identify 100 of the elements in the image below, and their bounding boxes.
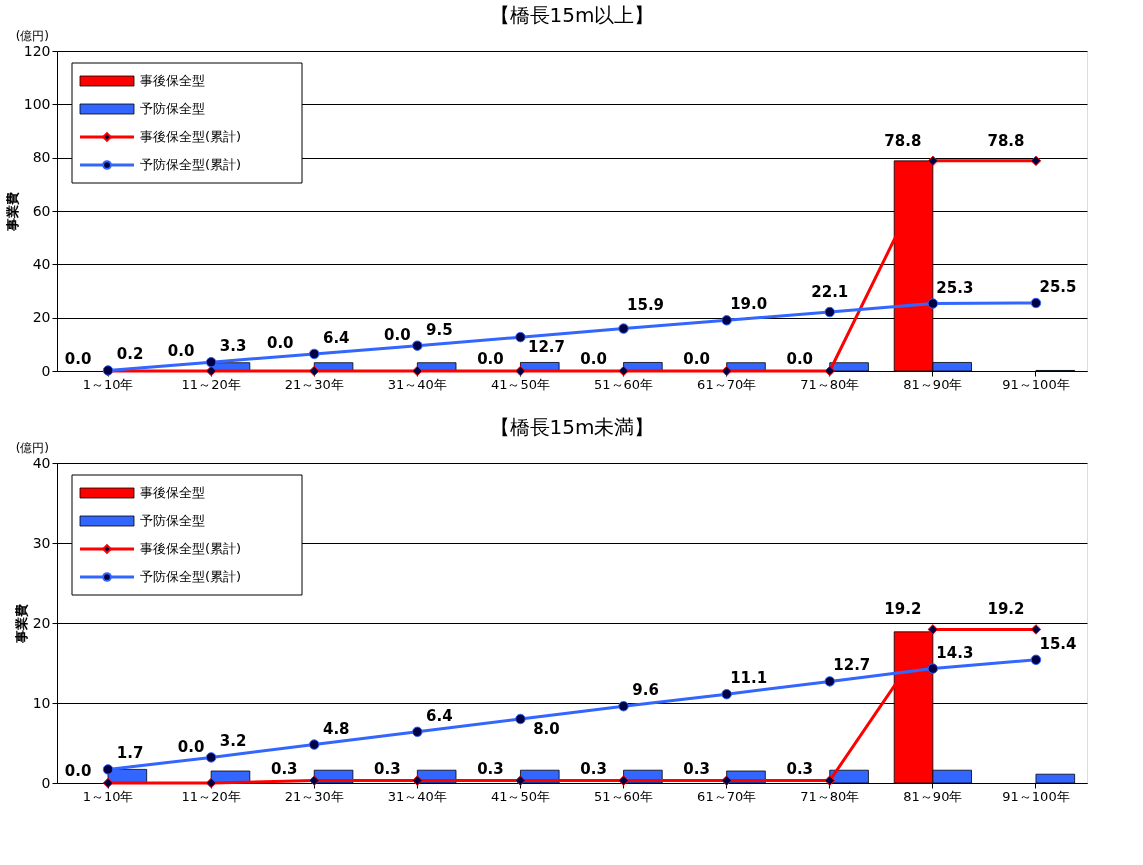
- point: [721, 365, 732, 377]
- data-label: 15.9: [627, 295, 665, 314]
- y-tick-label: 60: [32, 202, 51, 219]
- point: [927, 155, 939, 167]
- text: (億円): [15, 441, 49, 455]
- x-tick-label: 81～90年: [903, 788, 963, 804]
- point: [618, 700, 629, 712]
- point: [824, 676, 835, 687]
- data-label: 0.0: [580, 350, 607, 368]
- point: [824, 775, 835, 786]
- data-label: 12.7: [833, 656, 871, 675]
- point: [102, 777, 114, 789]
- x-tick-label: 11～20年: [181, 376, 241, 392]
- legend-label: 予防保全型: [140, 513, 205, 528]
- y-tick-label: 20: [32, 614, 51, 631]
- point: [721, 315, 732, 326]
- point: [309, 348, 320, 360]
- data-label: 14.3: [936, 643, 974, 662]
- point: [412, 365, 423, 377]
- point: [927, 298, 939, 309]
- point: [927, 663, 939, 674]
- data-label: 78.8: [884, 131, 922, 150]
- data-label: 0.0: [786, 350, 814, 368]
- point: [205, 356, 217, 368]
- x-tick-label: 31～40年: [387, 376, 447, 392]
- data-label: 0.3: [683, 759, 710, 778]
- x-tick-label: 11～20年: [181, 788, 241, 804]
- x-tick-label: 31～40年: [387, 788, 447, 804]
- point: [721, 775, 732, 786]
- data-label: 3.3: [219, 337, 247, 356]
- y-axis-title: 事業費: [4, 192, 20, 232]
- data-label: 0.3: [270, 759, 298, 778]
- data-label: 0.3: [786, 759, 814, 778]
- point: [515, 331, 526, 343]
- point: [412, 340, 423, 351]
- x-tick-label: 41～50年: [490, 376, 550, 392]
- point: [205, 777, 217, 789]
- y-tick-label: 40: [32, 454, 51, 471]
- point: [618, 365, 629, 377]
- data-label: 11.1: [730, 669, 768, 688]
- point: [515, 365, 526, 377]
- point: [205, 365, 217, 377]
- data-label: 8.0: [533, 720, 560, 738]
- data-label: 0.0: [167, 342, 195, 360]
- data-label: 3.2: [219, 732, 247, 751]
- point: [1030, 624, 1042, 635]
- data-label: 12.7: [527, 338, 565, 357]
- point: [927, 624, 939, 635]
- data-label: 0.0: [384, 326, 411, 344]
- data-label: 9.5: [426, 320, 453, 339]
- data-label: 0.3: [477, 759, 504, 778]
- data-label: 6.4: [426, 706, 453, 725]
- legend-label: 事後保全型: [140, 485, 205, 500]
- data-label: 0.0: [266, 334, 294, 352]
- data-label: 0.3: [374, 759, 401, 778]
- legend-label: 事後保全型(累計): [140, 129, 242, 144]
- data-label: 22.1: [811, 283, 849, 302]
- y-tick-label: 40: [32, 255, 51, 272]
- x-tick-label: 61～70年: [697, 788, 757, 804]
- data-label: 25.3: [936, 278, 974, 297]
- data-label: 0.0: [683, 350, 710, 368]
- x-tick-label: 1～10年: [82, 376, 134, 392]
- legend-label: 事後保全型: [140, 73, 205, 88]
- point: [205, 752, 217, 763]
- point: [618, 775, 629, 786]
- y-tick-label: 120: [23, 42, 51, 59]
- data-label: 6.4: [322, 328, 350, 347]
- data-label: 0.3: [580, 759, 607, 778]
- point: [412, 775, 423, 786]
- point: [1030, 654, 1042, 666]
- x-tick-label: 51～60年: [594, 376, 654, 392]
- data-label: 0.0: [177, 738, 205, 756]
- y-tick-label: 0: [41, 362, 51, 379]
- data-label: 0.0: [64, 762, 92, 780]
- point: [102, 764, 114, 775]
- x-tick-label: 91～100年: [1002, 788, 1070, 804]
- data-label: 4.8: [322, 719, 350, 738]
- x-tick-label: 51～60年: [594, 788, 654, 804]
- data-label: 19.2: [987, 600, 1025, 619]
- y-tick-label: 10: [32, 694, 51, 711]
- x-tick-label: 41～50年: [490, 788, 550, 804]
- data-label: 19.0: [730, 295, 768, 314]
- legend-label: 予防保全型(累計): [140, 569, 242, 584]
- point: [1030, 155, 1042, 167]
- x-tick-label: 81～90年: [903, 376, 963, 392]
- data-label: 78.8: [987, 131, 1025, 150]
- point: [1030, 297, 1042, 309]
- legend-label: 予防保全型(累計): [140, 157, 242, 172]
- y-tick-label: 80: [32, 149, 51, 166]
- data-label: 0.0: [477, 350, 504, 368]
- point: [618, 323, 629, 334]
- point: [309, 775, 320, 786]
- point: [824, 306, 835, 318]
- x-tick-label: 91～100年: [1002, 376, 1070, 392]
- legend-label: 事後保全型(累計): [140, 541, 242, 556]
- data-label: 15.4: [1039, 634, 1077, 653]
- point: [309, 739, 320, 750]
- chart-title: 【橋長15m未満】: [489, 415, 655, 439]
- data-label: 0.0: [64, 350, 92, 368]
- x-tick-label: 71～80年: [800, 376, 860, 392]
